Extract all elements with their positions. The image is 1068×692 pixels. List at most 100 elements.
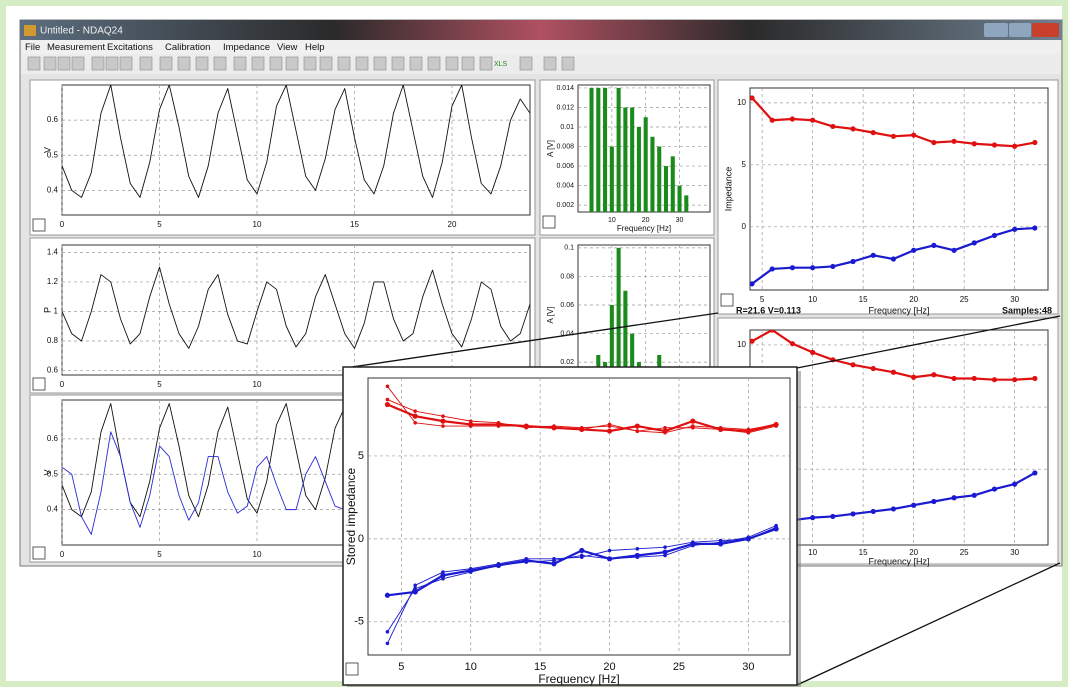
toolbar-button[interactable] — [480, 57, 492, 70]
x-tick-label: 15 — [534, 661, 546, 673]
menu-item[interactable]: Excitations — [107, 42, 153, 53]
y-tick-label: -5 — [354, 616, 364, 628]
toolbar-button[interactable] — [410, 57, 422, 70]
menu-item[interactable]: Calibration — [165, 42, 210, 53]
toolbar-button[interactable] — [270, 57, 282, 70]
x-tick-label: 10 — [253, 380, 262, 389]
toolbar-button[interactable] — [392, 57, 404, 70]
bar — [617, 248, 621, 385]
data-point — [579, 548, 584, 553]
toolbar-button[interactable] — [356, 57, 368, 70]
bar — [671, 156, 675, 212]
toolbar-button[interactable] — [28, 57, 40, 70]
toolbar-button[interactable] — [214, 57, 226, 70]
toolbar-button[interactable] — [338, 57, 350, 70]
data-point — [524, 557, 528, 561]
close-button[interactable] — [1032, 23, 1059, 37]
data-point — [931, 243, 936, 248]
data-point — [469, 570, 473, 574]
data-point — [871, 130, 876, 135]
toolbar-button[interactable] — [428, 57, 440, 70]
bar — [617, 88, 621, 212]
toolbar-button[interactable] — [304, 57, 316, 70]
y-tick-label: 0.02 — [560, 359, 574, 366]
data-point — [1012, 482, 1017, 487]
x-tick-label: 20 — [642, 217, 650, 224]
move-icon[interactable] — [721, 294, 733, 306]
maximize-button[interactable] — [1009, 23, 1031, 37]
move-icon[interactable] — [543, 216, 555, 228]
data-point — [469, 419, 473, 423]
data-point — [790, 265, 795, 270]
move-icon[interactable] — [33, 547, 45, 559]
toolbar-button[interactable] — [58, 57, 70, 70]
data-point — [747, 428, 751, 432]
x-tick-label: 10 — [808, 548, 817, 557]
x-tick-label: 0 — [60, 220, 65, 229]
toolbar-button[interactable] — [544, 57, 556, 70]
data-point — [992, 486, 997, 491]
toolbar-button[interactable] — [462, 57, 474, 70]
menu-item[interactable]: File — [25, 42, 40, 53]
data-point — [469, 567, 473, 571]
toolbar-button[interactable] — [92, 57, 104, 70]
toolbar-button[interactable] — [520, 57, 532, 70]
x-tick-label: 15 — [859, 295, 868, 304]
data-point — [810, 515, 815, 520]
toolbar-button[interactable] — [72, 57, 84, 70]
toolbar-button[interactable] — [160, 57, 172, 70]
x-tick-label: 10 — [608, 217, 616, 224]
data-point — [413, 409, 417, 413]
screenshot: Untitled - NDAQ24 FileMeasurementExcitat… — [0, 0, 1068, 687]
menu-item[interactable]: Measurement — [47, 42, 105, 53]
toolbar-button[interactable] — [286, 57, 298, 70]
y-tick-label: 1.4 — [47, 247, 59, 256]
toolbar-button[interactable] — [196, 57, 208, 70]
move-icon[interactable] — [346, 663, 358, 675]
y-axis-label: V — [42, 469, 52, 475]
data-point — [830, 264, 835, 269]
move-icon[interactable] — [33, 219, 45, 231]
toolbar-button[interactable] — [234, 57, 246, 70]
data-point — [497, 424, 501, 428]
y-tick-label: 10 — [737, 98, 746, 107]
toolbar-button[interactable] — [252, 57, 264, 70]
menu-item[interactable]: View — [277, 42, 298, 53]
data-point — [497, 564, 501, 568]
move-icon[interactable] — [33, 378, 45, 390]
y-tick-label: 0 — [742, 222, 747, 231]
y-tick-label: 0.006 — [556, 163, 574, 170]
bar — [603, 88, 607, 212]
toolbar-button[interactable] — [446, 57, 458, 70]
bar — [596, 88, 600, 212]
data-point — [911, 132, 916, 137]
plot-area — [62, 85, 530, 215]
toolbar-button[interactable] — [320, 57, 332, 70]
data-point — [497, 421, 501, 425]
y-tick-label: 0.06 — [560, 302, 574, 309]
data-point — [871, 509, 876, 514]
menu-item[interactable]: Impedance — [223, 42, 270, 53]
x-tick-label: 30 — [676, 217, 684, 224]
menu-item[interactable]: Help — [305, 42, 325, 53]
data-point — [580, 554, 584, 558]
toolbar-button[interactable] — [178, 57, 190, 70]
x-tick-label: 30 — [1010, 548, 1019, 557]
toolbar-button[interactable] — [562, 57, 574, 70]
toolbar-button[interactable] — [120, 57, 132, 70]
y-tick-label: 0.6 — [47, 366, 59, 375]
data-point — [790, 341, 795, 346]
minimize-button[interactable] — [984, 23, 1008, 37]
status-readout: R=21.6 V=0.113 — [736, 305, 801, 315]
y-tick-label: 0.002 — [556, 202, 574, 209]
data-point — [972, 493, 977, 498]
toolbar-button[interactable] — [140, 57, 152, 70]
x-tick-label: 5 — [157, 220, 162, 229]
toolbar-button[interactable] — [44, 57, 56, 70]
xls-button-label: XLS — [494, 61, 508, 68]
data-point — [911, 503, 916, 508]
toolbar-button[interactable] — [106, 57, 118, 70]
data-point — [469, 424, 473, 428]
toolbar-button[interactable] — [374, 57, 386, 70]
data-point — [441, 414, 445, 418]
